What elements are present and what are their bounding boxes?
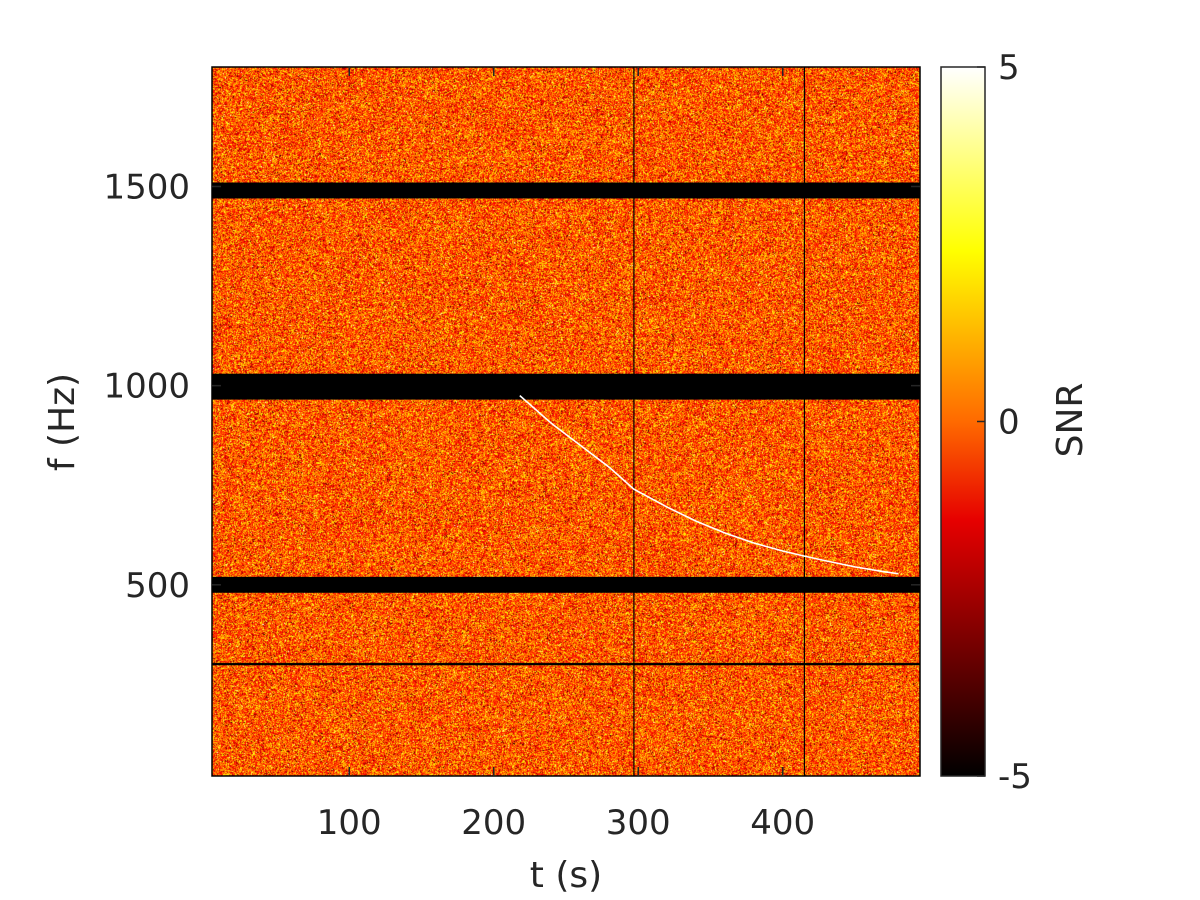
x-axis-label: t (s) <box>530 855 602 896</box>
masked-regions <box>212 67 920 776</box>
masked-frequency-band <box>212 663 920 666</box>
y-tick-label: 1000 <box>103 367 190 407</box>
x-tick-label: 200 <box>461 803 526 843</box>
x-tick-label: 100 <box>317 803 382 843</box>
colorbar-tick-label: 5 <box>998 48 1020 88</box>
colorbar-ticks: 5 0 -5 <box>977 48 1032 797</box>
masked-frequency-band <box>212 662 920 664</box>
x-tick-label: 300 <box>606 803 671 843</box>
y-tick-label: 500 <box>125 566 190 606</box>
x-tick-label: 400 <box>750 803 815 843</box>
masked-time-column <box>803 67 806 776</box>
colorbar-tick-label: 0 <box>998 403 1020 443</box>
colorbar-tick-label: -5 <box>998 757 1032 797</box>
plot-area <box>211 66 921 777</box>
plot-frame <box>211 66 921 777</box>
masked-frequency-band <box>212 576 920 593</box>
chirp-track <box>519 394 899 575</box>
y-axis: 500 1000 1500 <box>103 167 920 606</box>
masked-frequency-band <box>212 373 920 400</box>
snr-heatmap <box>212 67 920 776</box>
masked-time-column <box>633 67 635 776</box>
colorbar-label: SNR <box>1050 383 1091 458</box>
x-axis: 100 200 300 400 <box>317 67 815 843</box>
masked-frequency-band <box>212 182 920 199</box>
y-axis-label: f (Hz) <box>42 373 83 471</box>
y-tick-label: 1500 <box>103 167 190 207</box>
